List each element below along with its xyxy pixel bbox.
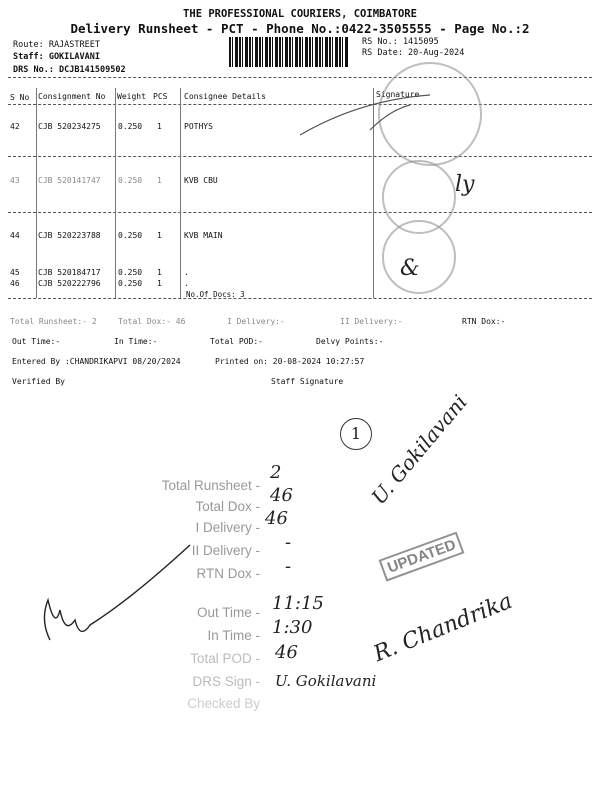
signature-stroke [299,94,431,136]
col-consignee: Consignee Details [184,92,266,101]
row-consignment: CJB 520223788 [38,231,101,240]
row-consignment: CJB 520184717 [38,268,101,277]
stamp-value: 46 [265,508,288,529]
row-consignment: CJB 520234275 [38,122,101,131]
stamp-label: I Delivery - [195,520,260,535]
stamp-label: Total Runsheet - [161,478,260,493]
out-time: Out Time:- [12,337,61,346]
total-dox: Total Dox:- 46 [118,317,186,326]
stamp-value: - [285,556,292,577]
updated-stamp: UPDATED [378,531,465,582]
stamp-value: 2 [270,462,282,483]
bank-seal [382,220,456,294]
row-details: KVB CBU [184,176,218,185]
table-row: 46 CJB 520222796 0.250 1 . [0,279,380,291]
row-consignment: CJB 520222796 [38,279,101,288]
col-pcs: PCS [153,92,168,101]
stamp-label: In Time - [207,628,260,643]
rs-number: RS No.: 1415095 [362,37,439,47]
stamp-label: Total Dox - [195,499,260,514]
stamp-value: 46 [270,485,293,506]
docs-count: No.Of Docs: 3 [186,290,245,299]
row-sno: 45 [10,268,20,277]
signature-gokilavani: U. Gokilavani [366,390,472,509]
signature-row-44: & [400,256,420,281]
row-details: KVB MAIN [184,231,223,240]
col-weight: Weight [117,92,146,101]
company-name: THE PROFESSIONAL COURIERS, COIMBATORE [183,8,417,20]
rs-date: RS Date: 20-Aug-2024 [362,48,465,58]
table-row: 43 CJB 520141747 0.250 1 KVB CBU [0,176,380,188]
row-sno: 46 [10,279,20,288]
row-sno: 43 [10,176,20,185]
staff-signature-label: Staff Signature [271,377,344,386]
col-sno: S No [10,93,30,102]
table-row: 44 CJB 520223788 0.250 1 KVB MAIN [0,231,380,243]
row-pcs: 1 [157,122,162,131]
stamp-value: 1:30 [272,617,313,638]
stamp-value: 46 [275,642,298,663]
col-consignment: Consignment No [38,92,106,101]
entered-by: Entered By :CHANDRIKAPVI 08/20/2024 [12,357,181,366]
stamp-value: U. Gokilavani [275,672,377,690]
stamp-label: Total POD - [190,651,260,666]
row-weight: 0.250 [118,231,143,240]
stamp-label: RTN Dox - [196,566,260,581]
stamp-value: - [285,532,292,553]
i-delivery: I Delivery:- [227,317,285,326]
route: Route: RAJASTREET [13,40,100,50]
table-row: 42 CJB 520234275 0.250 1 POTHYS [0,122,380,134]
total-pod: Total POD:- [210,337,263,346]
row-details: . [184,279,189,288]
row-weight: 0.250 [118,176,143,185]
row-consignment: CJB 520141747 [38,176,101,185]
rtn-dox: RTN Dox:- [462,317,506,326]
row-sno: 42 [10,122,20,131]
row-details: . [184,268,189,277]
signature-scribble [43,544,191,641]
table-row: 45 CJB 520184717 0.250 1 . [0,268,380,280]
row-pcs: 1 [157,268,162,277]
verified-by: Verified By [12,377,65,386]
signature-chandrika: R. Chandrika [370,588,516,668]
stamp-label: Checked By [187,696,260,711]
stamp-label: DRS Sign - [192,674,260,689]
row-weight: 0.250 [118,279,143,288]
drs-number: DRS No.: DCJB141509502 [13,65,126,75]
circled-number: 1 [340,418,372,450]
row-pcs: 1 [157,279,162,288]
barcode [229,37,349,67]
row-pcs: 1 [157,231,162,240]
stamp-label: Out Time - [196,605,260,620]
row-pcs: 1 [157,176,162,185]
printed-on: Printed on: 20-08-2024 10:27:57 [215,357,365,366]
ii-delivery: II Delivery:- [340,317,403,326]
in-time: In Time:- [114,337,158,346]
signature-row-43: ly [455,172,475,197]
stamp-value: 11:15 [272,593,324,614]
stamp-label: II Delivery - [191,543,260,558]
delvy-points: Delvy Points:- [316,337,384,346]
row-weight: 0.250 [118,122,143,131]
row-sno: 44 [10,231,20,240]
row-weight: 0.250 [118,268,143,277]
staff: Staff: GOKILAVANI [13,52,100,62]
runsheet-subtitle: Delivery Runsheet - PCT - Phone No.:0422… [70,21,530,36]
total-runsheet: Total Runsheet:- 2 [10,317,97,326]
row-details: POTHYS [184,122,213,131]
